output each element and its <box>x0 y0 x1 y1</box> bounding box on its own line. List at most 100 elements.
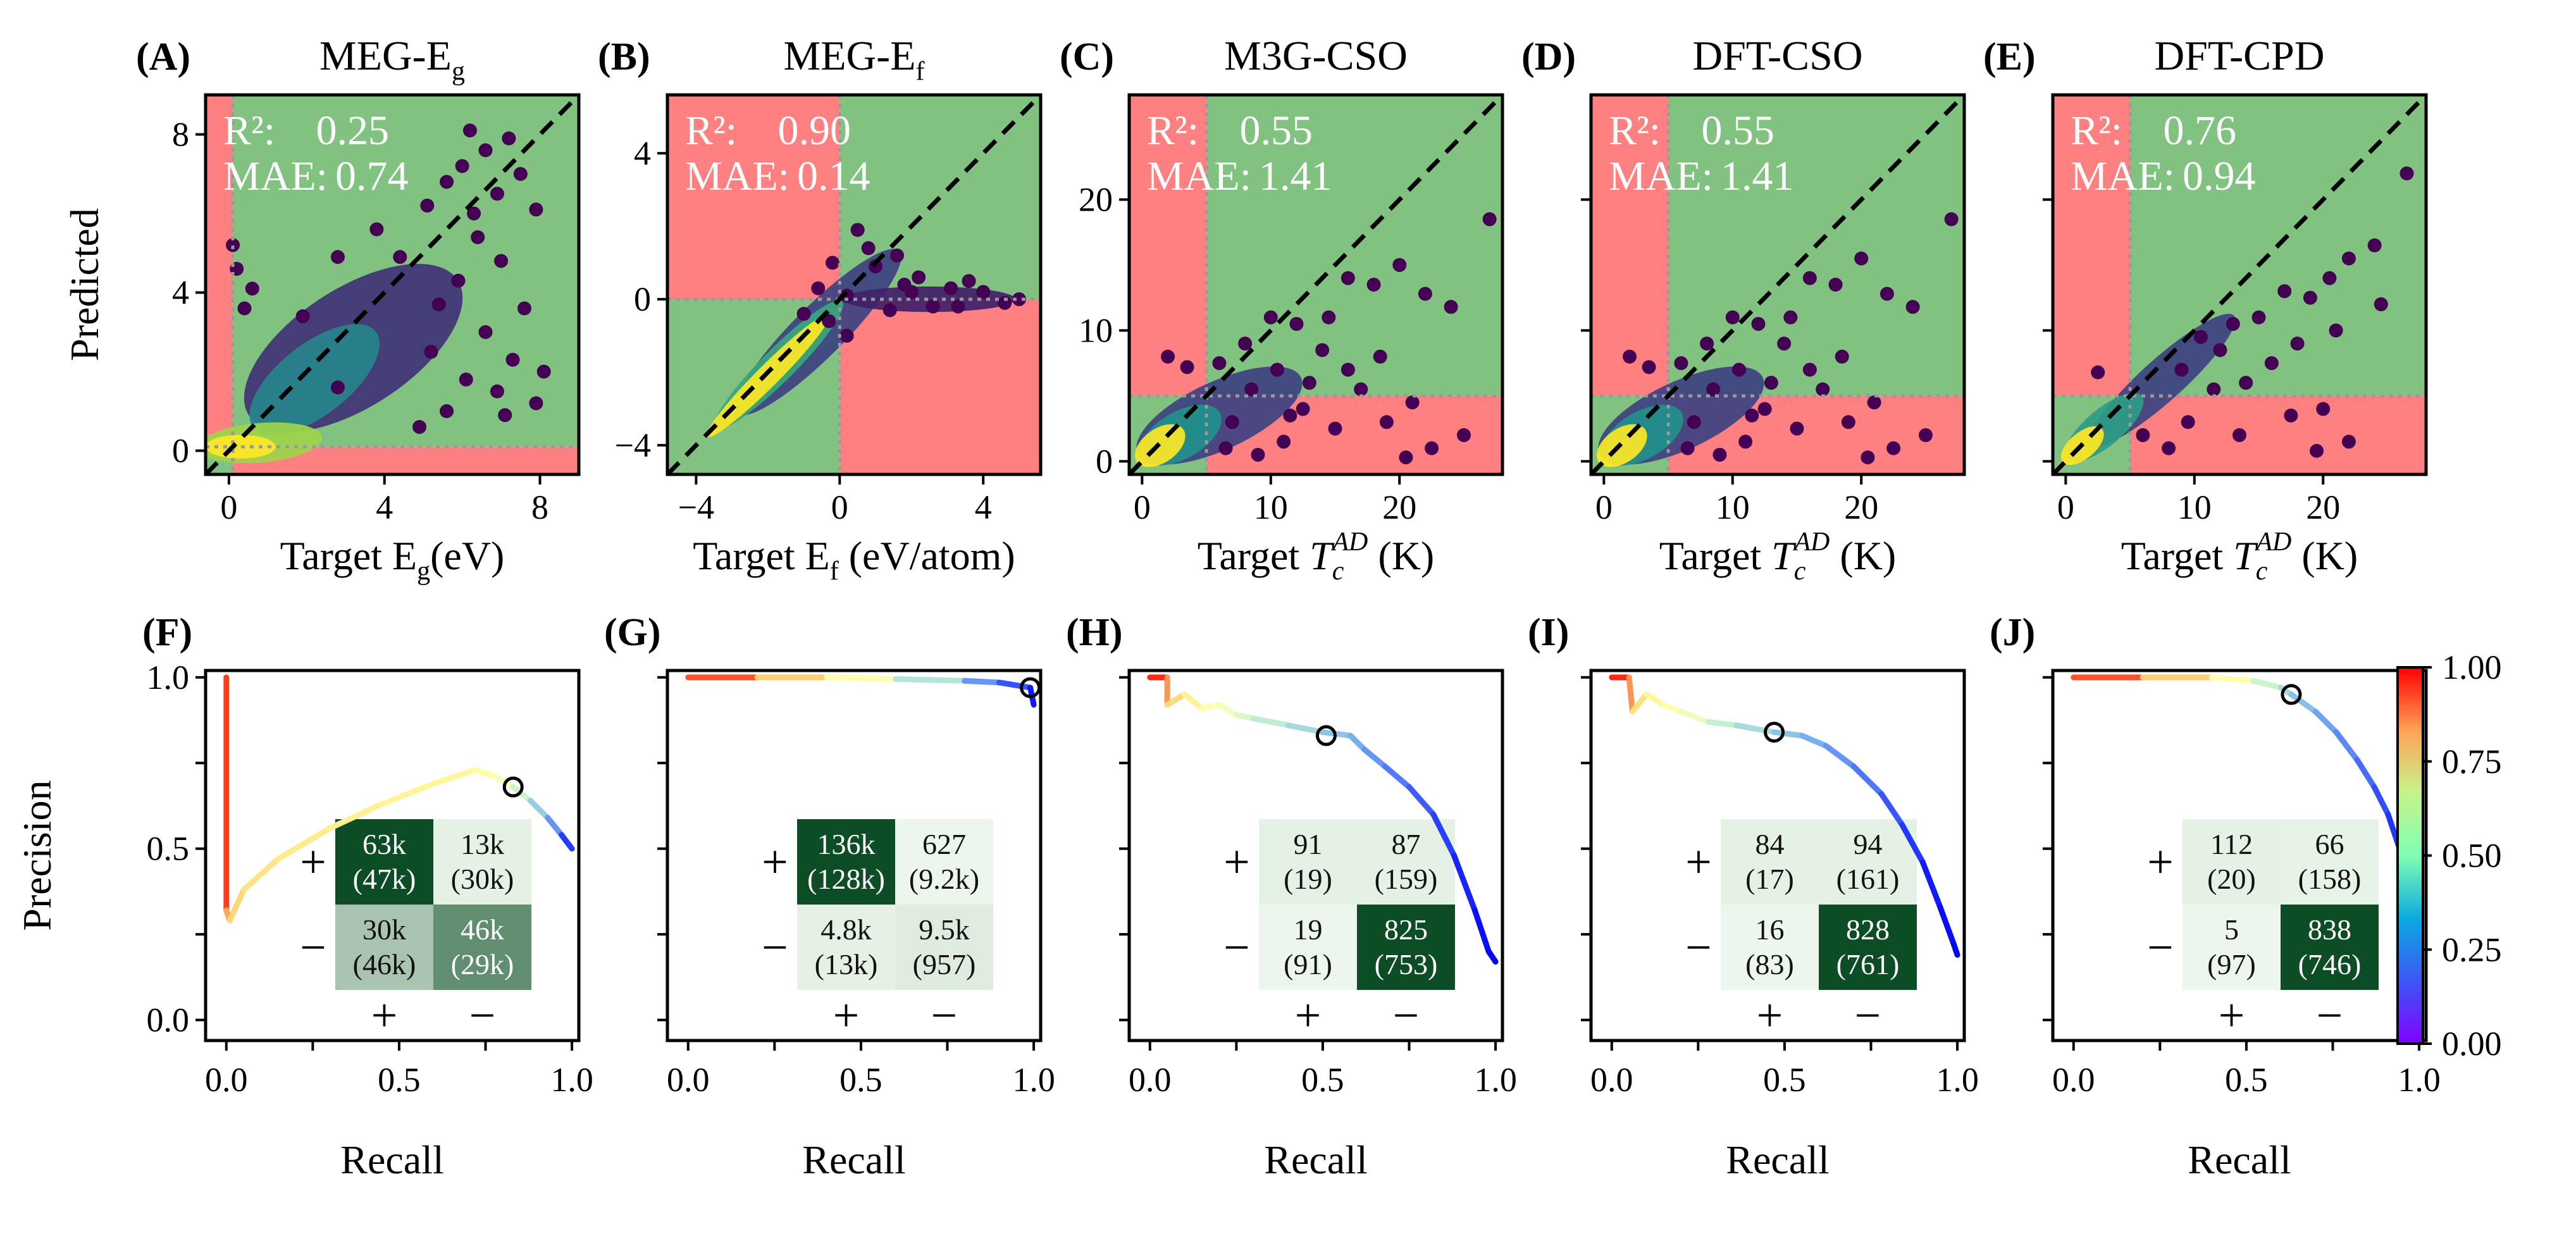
pr-panel: 112(20)66(158)5(97)838(746)+−+ −0.0 0.5 1.0… <box>1990 611 2441 1182</box>
r2-label: R²: <box>685 108 737 154</box>
pr-curve-segment <box>962 677 1002 686</box>
scatter-point <box>513 167 528 181</box>
x-tick-label: 0 <box>1134 488 1151 526</box>
mae-label: MAE: <box>223 153 328 199</box>
scatter-point <box>1642 360 1656 374</box>
xlabel-tail: (eV) <box>430 533 504 578</box>
x-tick-label: 0.0 <box>205 1061 248 1099</box>
scatter-point <box>1816 382 1830 397</box>
axes-frame <box>1589 93 1966 476</box>
pr-curve-segment <box>1661 701 1684 715</box>
y-tick-label: 0 <box>1096 442 1113 480</box>
scatter-point <box>2290 337 2305 351</box>
cm-count: 828 <box>1846 913 1890 946</box>
pr-curve-segment <box>559 832 575 852</box>
x-tick-label: 8 <box>531 488 548 526</box>
scatter-point <box>1790 421 1804 436</box>
scatter-point <box>2316 402 2331 416</box>
scatter-point <box>1341 362 1355 377</box>
cm-count: 627 <box>922 828 966 860</box>
cm-baseline: (83) <box>1745 948 1794 980</box>
x-tick-label: 0 <box>1595 488 1613 526</box>
cm-row-label: + <box>1685 837 1712 889</box>
scatter-point <box>459 373 473 386</box>
scatter-point <box>1712 447 1727 462</box>
xlabel-main: Target <box>1198 533 1310 578</box>
xlabel-main: Target <box>2121 533 2233 578</box>
pr-curve-segment <box>1919 859 1943 910</box>
scatter-point <box>1418 287 1432 301</box>
cm-row-label: − <box>300 922 326 974</box>
scatter-point <box>951 299 965 314</box>
scatter-point <box>890 248 905 263</box>
identity-line <box>1129 95 1502 474</box>
x-tick-label: 0.0 <box>1590 1061 1633 1099</box>
scatter-point <box>330 250 345 264</box>
scatter-point <box>440 404 454 418</box>
scatter-point <box>2162 441 2176 455</box>
x-tick-label: 20 <box>1382 488 1416 526</box>
panel-label: (H) <box>1066 611 1123 654</box>
scatter-point <box>1322 310 1336 324</box>
pr-panel: 136k(128k)627(9.2k)4.8k(13k)9.5k(957)+−+… <box>604 611 1055 1182</box>
cm-cell <box>335 905 433 990</box>
pr-curve-segment <box>1199 701 1222 712</box>
cm-row-label: + <box>762 837 788 889</box>
pr-curve-segment <box>2333 729 2360 763</box>
pr-curve-segment <box>1361 746 1388 770</box>
cm-baseline: (13k) <box>815 948 878 980</box>
scatter-point <box>1687 415 1701 430</box>
cm-baseline: (17) <box>1745 863 1794 895</box>
scatter-point <box>1783 310 1798 324</box>
scatter-point <box>869 259 883 274</box>
cm-count: 19 <box>1294 913 1323 946</box>
cm-baseline: (161) <box>1836 863 1900 895</box>
cm-cell <box>2281 905 2379 990</box>
colorbar-tick-label: 0.00 <box>2442 1025 2502 1063</box>
scatter-point <box>1302 376 1316 390</box>
pr-curve-segment <box>1251 715 1291 729</box>
xlabel-main: Target <box>1659 533 1771 578</box>
operating-point-marker <box>1764 722 1785 743</box>
scatter-point <box>226 238 240 252</box>
scatter-point <box>1879 287 1894 301</box>
pr-panel: 63k(47k)13k(30k)30k(46k)46k(29k)+−+ − 0.0 0… <box>15 611 593 1182</box>
colorbar-gradient <box>2396 666 2424 1045</box>
cm-baseline: (746) <box>2298 948 2362 980</box>
r2-value: 0.55 <box>1240 108 1313 154</box>
cm-count: 16 <box>1756 913 1785 946</box>
scatter-point <box>440 175 454 189</box>
scatter-point <box>1425 441 1439 455</box>
scatter-point <box>1399 450 1413 465</box>
xlabel-main: Target E <box>693 533 829 578</box>
scatter-point <box>882 303 897 318</box>
xlabel-symbol: T <box>1310 533 1335 578</box>
scatter-point <box>1212 356 1227 371</box>
xlabel-superscript: AD <box>1330 528 1368 557</box>
scatter-point <box>998 295 1012 310</box>
cm-cell <box>1819 819 1917 905</box>
cm-cell <box>1357 905 1455 990</box>
mae-value: 1.41 <box>1721 153 1794 199</box>
scatter-point <box>2239 376 2253 390</box>
cm-count: 94 <box>1854 828 1883 860</box>
cm-row-label: + <box>1223 837 1250 889</box>
cm-col-label: − <box>469 990 496 1042</box>
density-cloud <box>706 314 829 438</box>
scatter-point <box>1218 441 1233 455</box>
scatter-point <box>1296 402 1310 416</box>
scatter-point <box>1918 428 1933 442</box>
cm-count: 46k <box>461 913 504 946</box>
scatter-point <box>1764 376 1778 390</box>
scatter-point <box>1861 450 1875 465</box>
pr-curve-segment <box>379 781 437 807</box>
confusion-matrix: 63k(47k)13k(30k)30k(46k)46k(29k)+−+ − <box>300 819 531 1042</box>
cm-col-label: − <box>1393 990 1420 1042</box>
x-tick-label: 0.5 <box>378 1061 421 1099</box>
cm-cell <box>797 905 895 990</box>
scatter-point <box>811 281 826 295</box>
cm-count: 13k <box>461 828 504 860</box>
pr-curve-segment <box>1382 763 1412 790</box>
